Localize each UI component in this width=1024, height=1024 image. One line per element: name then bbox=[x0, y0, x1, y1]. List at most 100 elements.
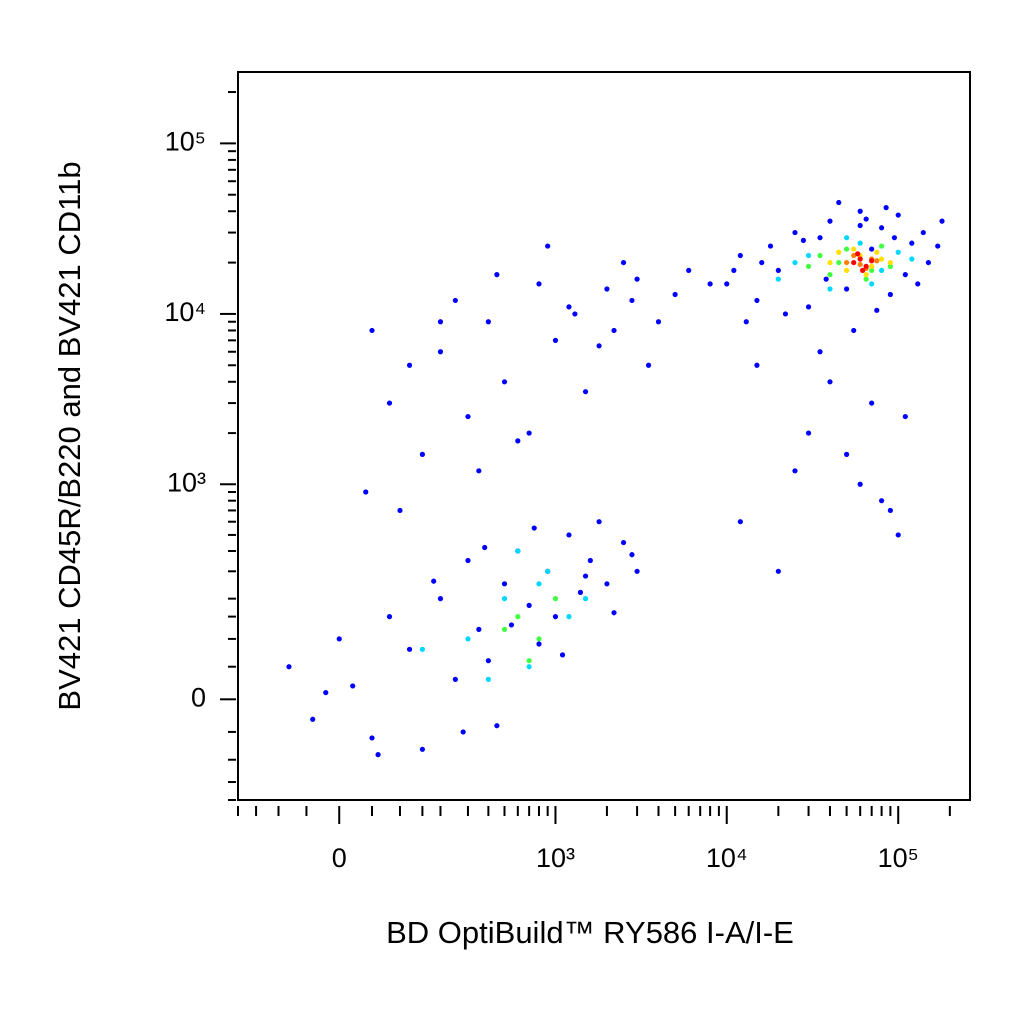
data-point bbox=[501, 596, 508, 602]
data-point bbox=[844, 235, 850, 241]
data-point bbox=[887, 259, 893, 266]
data-point bbox=[566, 532, 572, 538]
data-point bbox=[851, 252, 857, 259]
data-point bbox=[857, 222, 863, 229]
data-point bbox=[485, 676, 491, 682]
data-point bbox=[629, 552, 635, 558]
data-point bbox=[836, 259, 842, 266]
data-point bbox=[935, 243, 941, 249]
data-point bbox=[827, 259, 833, 266]
data-point bbox=[860, 267, 866, 273]
data-point bbox=[737, 252, 743, 259]
data-point bbox=[485, 319, 491, 325]
data-point bbox=[909, 256, 915, 262]
data-point bbox=[559, 652, 566, 658]
data-point bbox=[731, 267, 737, 273]
data-point bbox=[596, 519, 602, 525]
data-point bbox=[386, 400, 393, 406]
data-point bbox=[874, 258, 880, 264]
data-point bbox=[775, 267, 781, 273]
data-point bbox=[869, 263, 875, 269]
data-point bbox=[767, 243, 774, 249]
data-point bbox=[397, 507, 403, 514]
data-point bbox=[775, 568, 781, 574]
data-point bbox=[406, 362, 413, 368]
data-point bbox=[485, 658, 491, 664]
data-point bbox=[879, 498, 885, 504]
data-point bbox=[286, 664, 292, 670]
data-point bbox=[515, 548, 521, 554]
data-point bbox=[902, 272, 908, 278]
data-point bbox=[844, 267, 850, 273]
data-point bbox=[817, 252, 823, 259]
data-point bbox=[857, 256, 863, 262]
data-point bbox=[515, 614, 521, 620]
data-point bbox=[587, 557, 593, 564]
data-point bbox=[655, 319, 662, 325]
x-tick-label: 10³ bbox=[536, 843, 575, 873]
data-point bbox=[566, 614, 572, 620]
y-tick-label: 10⁴ bbox=[164, 297, 206, 327]
data-point bbox=[869, 400, 875, 406]
plot-frame bbox=[237, 71, 971, 801]
y-tick-label: 10³ bbox=[167, 467, 206, 497]
data-point bbox=[577, 589, 584, 595]
data-point bbox=[737, 519, 743, 525]
data-point bbox=[792, 259, 798, 266]
data-point bbox=[857, 240, 863, 246]
data-point bbox=[902, 413, 908, 420]
data-point bbox=[817, 349, 823, 355]
data-point bbox=[526, 430, 532, 436]
data-point bbox=[925, 259, 932, 266]
x-axis-title: BD OptiBuild™ RY586 I-A/I-E bbox=[386, 915, 794, 950]
data-point bbox=[350, 683, 356, 689]
data-point bbox=[844, 259, 850, 266]
data-point bbox=[836, 199, 842, 206]
data-point bbox=[805, 263, 812, 269]
data-point bbox=[604, 581, 610, 587]
data-point bbox=[836, 249, 842, 255]
data-point bbox=[879, 256, 885, 262]
data-point bbox=[536, 636, 542, 642]
x-tick-label: 0 bbox=[332, 843, 347, 873]
data-point bbox=[879, 225, 885, 231]
data-point bbox=[827, 286, 833, 292]
x-tick-label: 10⁴ bbox=[706, 843, 748, 873]
data-point bbox=[827, 379, 833, 385]
data-point bbox=[857, 208, 863, 214]
data-point bbox=[526, 658, 532, 664]
data-point bbox=[869, 258, 875, 264]
data-point bbox=[857, 261, 863, 268]
points bbox=[286, 199, 945, 758]
data-point bbox=[375, 752, 381, 758]
data-point bbox=[909, 240, 915, 246]
data-point bbox=[465, 413, 471, 420]
y-tick-label: 10⁵ bbox=[165, 127, 206, 157]
data-point bbox=[887, 263, 893, 269]
data-point bbox=[465, 557, 471, 564]
data-point bbox=[754, 297, 760, 304]
data-point bbox=[869, 246, 875, 252]
data-point bbox=[817, 235, 823, 241]
data-point bbox=[805, 430, 812, 436]
data-point bbox=[501, 379, 508, 385]
data-point bbox=[887, 291, 893, 298]
data-point bbox=[494, 272, 500, 278]
y-axis-title: BV421 CD45R/B220 and BV421 CD11b bbox=[52, 161, 87, 710]
data-point bbox=[531, 525, 537, 531]
data-point bbox=[874, 249, 880, 255]
data-point bbox=[743, 319, 749, 325]
data-point bbox=[526, 602, 532, 608]
data-point bbox=[869, 281, 875, 287]
data-point bbox=[707, 281, 713, 287]
data-point bbox=[515, 438, 521, 444]
data-point bbox=[844, 286, 850, 292]
data-point bbox=[851, 259, 857, 266]
data-point bbox=[857, 481, 863, 487]
data-point bbox=[545, 243, 551, 249]
data-point bbox=[552, 596, 559, 602]
data-point bbox=[805, 304, 812, 310]
data-point bbox=[629, 297, 635, 304]
